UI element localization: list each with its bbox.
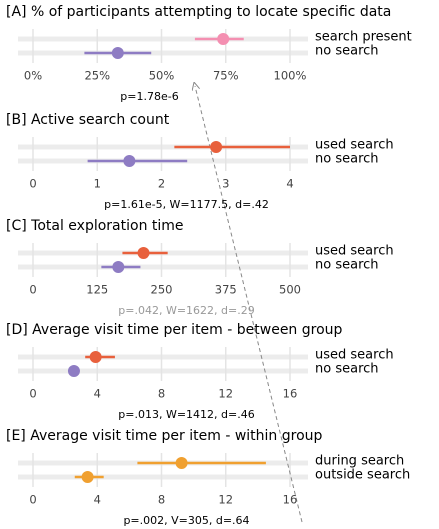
x-tick-label: 4 bbox=[94, 493, 101, 507]
panel-title: [C] Total exploration time bbox=[6, 218, 184, 234]
panel-title: [D] Average visit time per item - betwee… bbox=[6, 322, 343, 338]
point-estimate bbox=[175, 457, 188, 469]
point-estimate bbox=[137, 247, 150, 259]
x-tick-label: 25% bbox=[84, 69, 110, 83]
x-tick-label: 4 bbox=[94, 387, 101, 401]
p-value-note: p=.002, V=305, d=.64 bbox=[123, 514, 249, 527]
legend-label: no search bbox=[315, 152, 379, 167]
x-tick-label: 250 bbox=[151, 283, 173, 297]
x-tick-label: 1 bbox=[94, 177, 101, 191]
x-tick-label: 2 bbox=[158, 177, 165, 191]
point-estimate bbox=[123, 155, 136, 167]
x-tick-label: 4 bbox=[286, 177, 293, 191]
x-tick-label: 500 bbox=[279, 283, 301, 297]
legend-label: outside search bbox=[315, 468, 410, 483]
panel-title: [E] Average visit time per item - within… bbox=[6, 428, 323, 444]
p-value-note: p=1.78e-6 bbox=[120, 90, 178, 103]
legend-label: used search bbox=[315, 244, 394, 259]
x-tick-label: 16 bbox=[283, 387, 298, 401]
legend-label: used search bbox=[315, 138, 394, 153]
point-estimate bbox=[217, 33, 230, 45]
point-estimate bbox=[67, 365, 80, 377]
point-estimate bbox=[111, 47, 124, 59]
x-tick-label: 0 bbox=[29, 283, 36, 297]
panel-title: [B] Active search count bbox=[6, 112, 170, 128]
x-tick-label: 3 bbox=[222, 177, 229, 191]
x-tick-label: 375 bbox=[215, 283, 237, 297]
x-tick-label: 12 bbox=[218, 493, 233, 507]
legend-label: no search bbox=[315, 44, 379, 59]
x-tick-label: 16 bbox=[283, 493, 298, 507]
x-tick-label: 0 bbox=[29, 493, 36, 507]
p-value-note: p=1.61e-5, W=1177.5, d=.42 bbox=[104, 198, 269, 211]
x-tick-label: 75% bbox=[213, 69, 239, 83]
point-estimate bbox=[112, 261, 125, 273]
legend-label: during search bbox=[315, 454, 404, 469]
legend-label: search present bbox=[315, 30, 412, 45]
x-tick-label: 50% bbox=[149, 69, 175, 83]
legend-label: used search bbox=[315, 348, 394, 363]
legend-label: no search bbox=[315, 362, 379, 377]
p-value-note: p=.013, W=1412, d=.46 bbox=[118, 408, 254, 421]
dashed-arrow bbox=[195, 86, 303, 523]
x-tick-label: 8 bbox=[158, 493, 165, 507]
x-tick-label: 0 bbox=[29, 177, 36, 191]
panel-title: [A] % of participants attempting to loca… bbox=[6, 4, 391, 20]
x-tick-label: 100% bbox=[274, 69, 307, 83]
p-value-note: p=.042, W=1622, d=.29 bbox=[118, 304, 254, 317]
x-tick-label: 8 bbox=[158, 387, 165, 401]
point-estimate bbox=[89, 351, 102, 363]
legend-label: no search bbox=[315, 258, 379, 273]
point-estimate bbox=[210, 141, 223, 153]
x-tick-label: 125 bbox=[86, 283, 108, 297]
x-tick-label: 12 bbox=[218, 387, 233, 401]
point-estimate bbox=[81, 471, 94, 483]
x-tick-label: 0% bbox=[24, 69, 42, 83]
x-tick-label: 0 bbox=[29, 387, 36, 401]
